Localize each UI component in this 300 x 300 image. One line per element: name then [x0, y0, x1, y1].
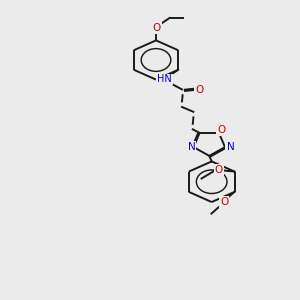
Text: N: N	[226, 142, 234, 152]
Text: O: O	[152, 23, 161, 33]
Text: O: O	[217, 125, 225, 135]
Text: HN: HN	[157, 74, 172, 85]
Text: O: O	[220, 196, 228, 207]
Text: O: O	[195, 85, 203, 95]
Text: N: N	[188, 142, 195, 152]
Text: O: O	[215, 165, 223, 176]
